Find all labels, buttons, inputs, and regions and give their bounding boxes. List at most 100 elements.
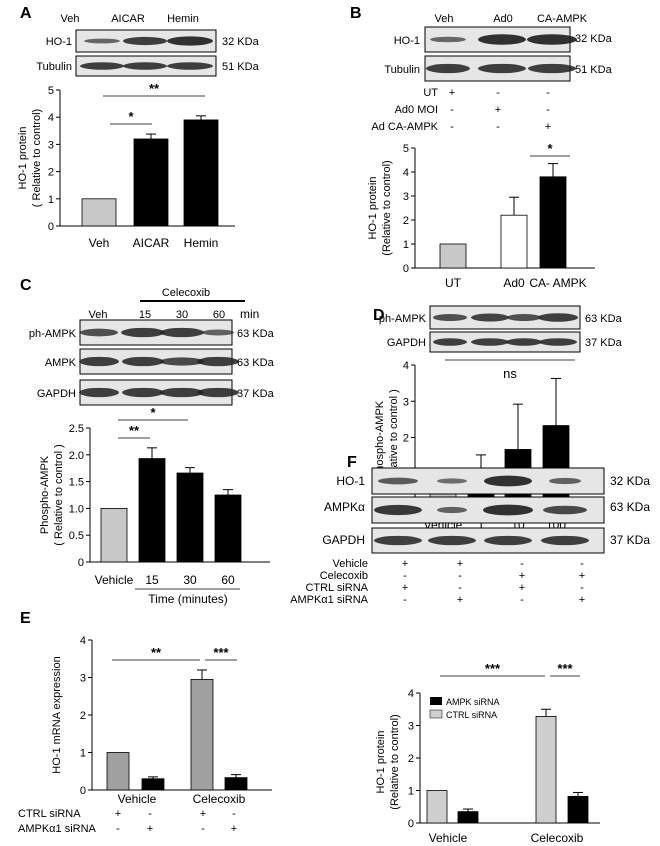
kda-label: 51 KDa xyxy=(575,64,613,76)
x-category-label: UT xyxy=(445,276,462,290)
blot-f-ampk-band xyxy=(483,504,533,516)
y-axis-label: ( Relative to control) xyxy=(31,109,43,207)
lane-label: Hemin xyxy=(167,13,199,25)
kda-label: 37 KDa xyxy=(585,337,623,349)
x-group-label: Celecoxib xyxy=(193,792,246,806)
y-tick-label: 1 xyxy=(48,194,54,206)
x-category-label: Vehicle xyxy=(95,573,134,587)
y-axis-label: HO-1 mRNA expression xyxy=(51,656,63,773)
bar xyxy=(457,811,479,824)
condition-label: Ad0 MOI xyxy=(395,104,438,116)
lane-label: 60 xyxy=(213,309,225,321)
y-axis-label: ( Relative to control ) xyxy=(53,444,65,545)
blot-d-gapdh-band xyxy=(433,338,467,346)
x-category-label: AICAR xyxy=(133,236,170,250)
ns-label: ns xyxy=(503,366,517,381)
condition-label: Ad CA-AMPK xyxy=(371,121,438,133)
kda-label: 51 KDa xyxy=(222,61,260,73)
y-tick-label: 2 xyxy=(403,215,409,227)
x-category-label: Ad0 xyxy=(503,276,525,290)
kda-label: 32 KDa xyxy=(222,36,260,48)
condition-mark: - xyxy=(546,104,550,116)
y-tick-label: 2 xyxy=(48,167,54,179)
blot-c-ampk-band xyxy=(197,356,239,367)
bar xyxy=(138,458,166,563)
x-category-label: 15 xyxy=(145,573,159,587)
blot-d-gapdh-band xyxy=(539,338,577,346)
bar xyxy=(535,716,557,824)
condition-mark: + xyxy=(545,121,551,133)
y-tick-label: 1.5 xyxy=(69,477,84,489)
condition-mark: + xyxy=(231,823,237,835)
condition-mark: + xyxy=(579,594,585,606)
y-tick-label: 1 xyxy=(408,786,414,798)
condition-mark: + xyxy=(449,87,455,99)
condition-label: CTRL siRNA xyxy=(305,582,368,594)
blot-c-gapdh-band xyxy=(79,387,119,398)
y-tick-label: 0 xyxy=(408,818,414,830)
y-axis-label: ( Relative to control ) xyxy=(388,389,400,490)
y-tick-label: 3 xyxy=(403,191,409,203)
x-group-label: Vehicle xyxy=(118,792,157,806)
condition-label: UT xyxy=(423,87,438,99)
condition-mark: - xyxy=(520,558,524,570)
blot-c-ampk-band xyxy=(79,356,119,367)
panel-label: E xyxy=(20,610,31,627)
y-tick-label: 1 xyxy=(80,748,86,760)
row-label: ph-AMPK xyxy=(379,313,427,325)
y-axis-label: Phospho-AMPK xyxy=(39,455,51,534)
significance-star: ** xyxy=(151,645,162,660)
condition-label: CTRL siRNA xyxy=(18,808,81,820)
treatment-label: Celecoxib xyxy=(162,287,210,299)
kda-label: 37 KDa xyxy=(237,388,275,400)
condition-mark: - xyxy=(116,823,120,835)
lane-label: CA-AMPK xyxy=(537,13,588,25)
blot-c-ampk-band xyxy=(160,357,204,366)
kda-label: 37 KDa xyxy=(610,533,650,547)
significance-star: * xyxy=(547,141,553,156)
condition-mark: + xyxy=(115,808,121,820)
x-category-label: Veh xyxy=(89,236,110,250)
condition-mark: + xyxy=(519,582,525,594)
y-tick-label: 0.5 xyxy=(69,530,84,542)
lane-label: Veh xyxy=(61,13,80,25)
panel-label: A xyxy=(20,5,32,22)
blot-b-tubulin-band xyxy=(478,63,526,74)
bar xyxy=(190,678,214,791)
y-tick-label: 1 xyxy=(403,239,409,251)
condition-label: Vehicle xyxy=(333,558,368,570)
row-label: HO-1 xyxy=(394,35,420,47)
y-tick-label: 3 xyxy=(403,396,409,408)
condition-label: Celecoxib xyxy=(320,570,368,582)
condition-mark: - xyxy=(148,808,152,820)
significance-star: ** xyxy=(149,81,160,96)
bar xyxy=(81,198,117,227)
lane-label: 30 xyxy=(176,309,188,321)
condition-mark: - xyxy=(546,87,550,99)
blot-f-ampk-band xyxy=(437,506,467,514)
blot-d-phampk-band xyxy=(538,313,578,322)
y-tick-label: 0 xyxy=(78,557,84,569)
x-category-label: Hemin xyxy=(184,236,219,250)
blot-f-ho1-band xyxy=(437,478,467,484)
condition-mark: + xyxy=(457,558,463,570)
legend-swatch-ampk xyxy=(430,697,442,705)
kda-label: 63 KDa xyxy=(610,500,650,514)
lane-label: AICAR xyxy=(111,13,145,25)
row-label: ph-AMPK xyxy=(29,328,77,340)
condition-mark: - xyxy=(403,570,407,582)
blot-a-tubulin-band xyxy=(167,62,213,70)
blot-b-tubulin-band xyxy=(528,63,576,74)
blot-a-ho1-band xyxy=(84,38,120,44)
blot-f-ampk-band xyxy=(374,504,422,516)
bar xyxy=(426,790,448,824)
blot-b-ho1-band xyxy=(527,34,577,45)
blot-d-phampk-band xyxy=(433,313,467,322)
row-label: HO-1 xyxy=(336,474,365,488)
y-tick-label: 0 xyxy=(403,263,409,275)
blot-f-ho1-band xyxy=(378,477,418,485)
bar xyxy=(183,119,219,227)
legend-label: CTRL siRNA xyxy=(446,710,497,720)
